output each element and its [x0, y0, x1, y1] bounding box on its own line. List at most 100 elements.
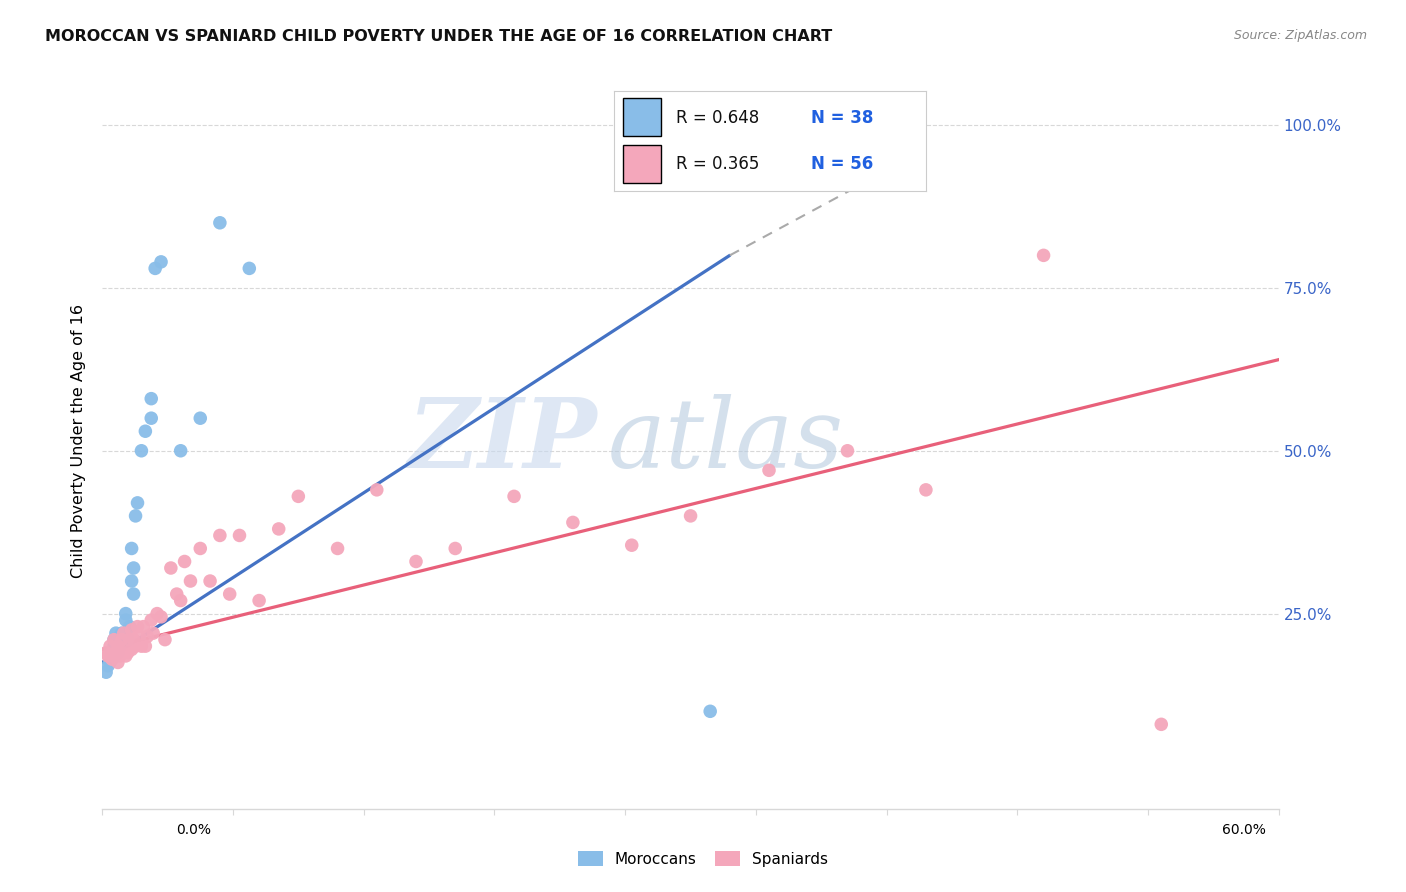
Legend: Moroccans, Spaniards: Moroccans, Spaniards — [572, 845, 834, 872]
Text: 0.0%: 0.0% — [176, 823, 211, 837]
Point — [679, 508, 702, 523]
Point — [103, 639, 125, 653]
Point — [160, 561, 183, 575]
Point — [122, 632, 145, 647]
Point — [188, 411, 211, 425]
Point — [121, 623, 143, 637]
Point — [238, 261, 260, 276]
Point — [136, 629, 159, 643]
Point — [405, 554, 427, 568]
Point — [104, 626, 127, 640]
Point — [142, 626, 165, 640]
Point — [128, 629, 150, 643]
Point — [101, 646, 124, 660]
Point — [837, 443, 859, 458]
Point — [112, 626, 135, 640]
Point — [228, 528, 250, 542]
Point — [122, 587, 145, 601]
Point — [104, 646, 127, 660]
Point — [94, 646, 117, 660]
Point — [107, 639, 129, 653]
Point — [141, 392, 163, 406]
Point — [267, 522, 290, 536]
Point — [132, 619, 155, 633]
Text: 60.0%: 60.0% — [1222, 823, 1265, 837]
Point — [107, 646, 129, 660]
Point — [150, 610, 173, 624]
Point — [561, 516, 583, 530]
Point — [503, 489, 526, 503]
Point — [111, 632, 134, 647]
Point — [108, 629, 131, 643]
Text: Source: ZipAtlas.com: Source: ZipAtlas.com — [1233, 29, 1367, 43]
Point — [97, 658, 120, 673]
Point — [101, 652, 124, 666]
Point — [107, 656, 129, 670]
Point — [444, 541, 467, 556]
Point — [188, 541, 211, 556]
Point — [127, 496, 149, 510]
Point — [166, 587, 188, 601]
Point — [366, 483, 388, 497]
Point — [101, 648, 124, 663]
Text: MOROCCAN VS SPANIARD CHILD POVERTY UNDER THE AGE OF 16 CORRELATION CHART: MOROCCAN VS SPANIARD CHILD POVERTY UNDER… — [45, 29, 832, 45]
Point — [124, 508, 146, 523]
Point — [1032, 248, 1054, 262]
Point — [169, 443, 191, 458]
Point — [699, 704, 721, 718]
Point — [117, 632, 139, 647]
Point — [153, 632, 176, 647]
Point — [620, 538, 643, 552]
Point — [121, 642, 143, 657]
Point — [114, 607, 136, 621]
Point — [111, 642, 134, 657]
Point — [218, 587, 240, 601]
Point — [111, 632, 134, 647]
Point — [169, 593, 191, 607]
Point — [915, 483, 938, 497]
Text: atlas: atlas — [609, 394, 845, 488]
Point — [98, 639, 121, 653]
Point — [287, 489, 309, 503]
Point — [118, 619, 141, 633]
Point — [98, 656, 121, 670]
Point — [198, 574, 221, 588]
Point — [150, 255, 173, 269]
Point — [208, 528, 231, 542]
Text: ZIP: ZIP — [406, 394, 596, 488]
Point — [247, 593, 270, 607]
Point — [134, 424, 156, 438]
Point — [104, 642, 127, 657]
Point — [94, 665, 117, 680]
Point — [124, 639, 146, 653]
Point — [98, 652, 121, 666]
Point — [122, 561, 145, 575]
Point — [208, 216, 231, 230]
Point — [114, 613, 136, 627]
Point — [179, 574, 201, 588]
Point — [108, 639, 131, 653]
Point — [121, 574, 143, 588]
Point — [758, 463, 780, 477]
Point — [1150, 717, 1173, 731]
Point — [117, 646, 139, 660]
Point — [127, 619, 149, 633]
Point — [118, 632, 141, 647]
Point — [121, 541, 143, 556]
Point — [143, 261, 166, 276]
Point — [101, 652, 124, 666]
Point — [141, 411, 163, 425]
Point — [97, 648, 120, 663]
Y-axis label: Child Poverty Under the Age of 16: Child Poverty Under the Age of 16 — [72, 304, 86, 578]
Point — [103, 632, 125, 647]
Point — [141, 613, 163, 627]
Point — [131, 639, 153, 653]
Point — [173, 554, 195, 568]
Point — [103, 632, 125, 647]
Point — [114, 648, 136, 663]
Point — [146, 607, 169, 621]
Point — [326, 541, 349, 556]
Point — [134, 639, 156, 653]
Point — [108, 648, 131, 663]
Point — [107, 632, 129, 647]
